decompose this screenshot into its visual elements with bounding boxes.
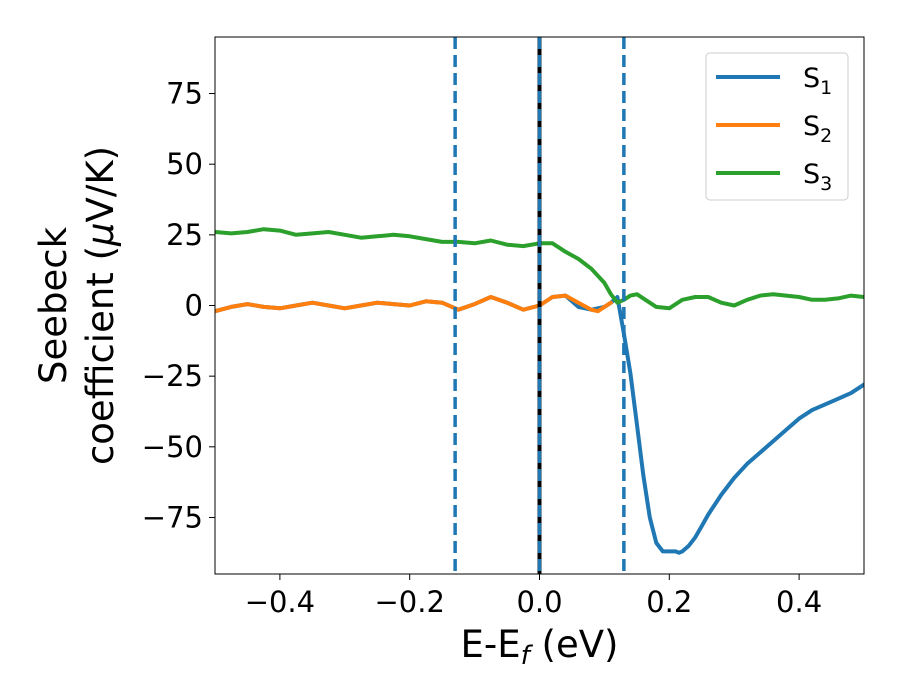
series-layer [215,227,864,555]
x-axis-label: E-Ef (eV) [461,623,619,671]
y-axis-label-line1: Seebeck [32,226,75,384]
series-line-s2 [215,293,613,314]
x-tick-label: 0.0 [516,585,562,619]
y-axis-label-line2-text: coefficient ( [79,246,122,465]
x-axis-label-unit: (eV) [530,623,619,666]
legend-label-sub: 1 [820,77,832,99]
x-axis-label-base: E-E [461,623,521,666]
legend-label-s1: S1 [803,63,832,99]
y-tick-label: −50 [142,430,203,464]
legend-label-s2: S2 [803,111,832,147]
y-tick-label: 75 [166,77,203,111]
legend-label-base: S [803,111,820,142]
legend-label-s3: S3 [803,159,832,195]
y-tick-label: 0 [185,289,203,323]
x-tick-label: −0.4 [245,585,315,619]
y-axis-label-unit: V/K) [79,146,122,222]
y-ticks: 75 50 25 0 −25 −50 −75 [142,77,215,534]
y-tick-label: 50 [166,147,203,181]
y-axis-label-mu: μ [79,222,122,247]
x-tick-label: −0.2 [374,585,444,619]
y-tick-label: −75 [142,500,203,534]
x-tick-label: 0.4 [776,585,822,619]
y-tick-label: 25 [166,218,203,252]
x-tick-label: 0.2 [646,585,692,619]
legend-label-sub: 2 [820,125,832,147]
y-axis-label: Seebeck coefficient (μV/K) [32,146,122,465]
legend-label-sub: 3 [820,173,832,195]
legend-label-base: S [803,159,820,190]
y-axis-label-line2: coefficient (μV/K) [79,146,122,465]
legend-label-base: S [803,63,820,94]
x-ticks: −0.4 −0.2 0.0 0.2 0.4 [245,574,822,619]
series-line-s3 [215,227,864,311]
y-tick-label: −25 [142,359,203,393]
vertical-lines-layer [453,37,626,574]
